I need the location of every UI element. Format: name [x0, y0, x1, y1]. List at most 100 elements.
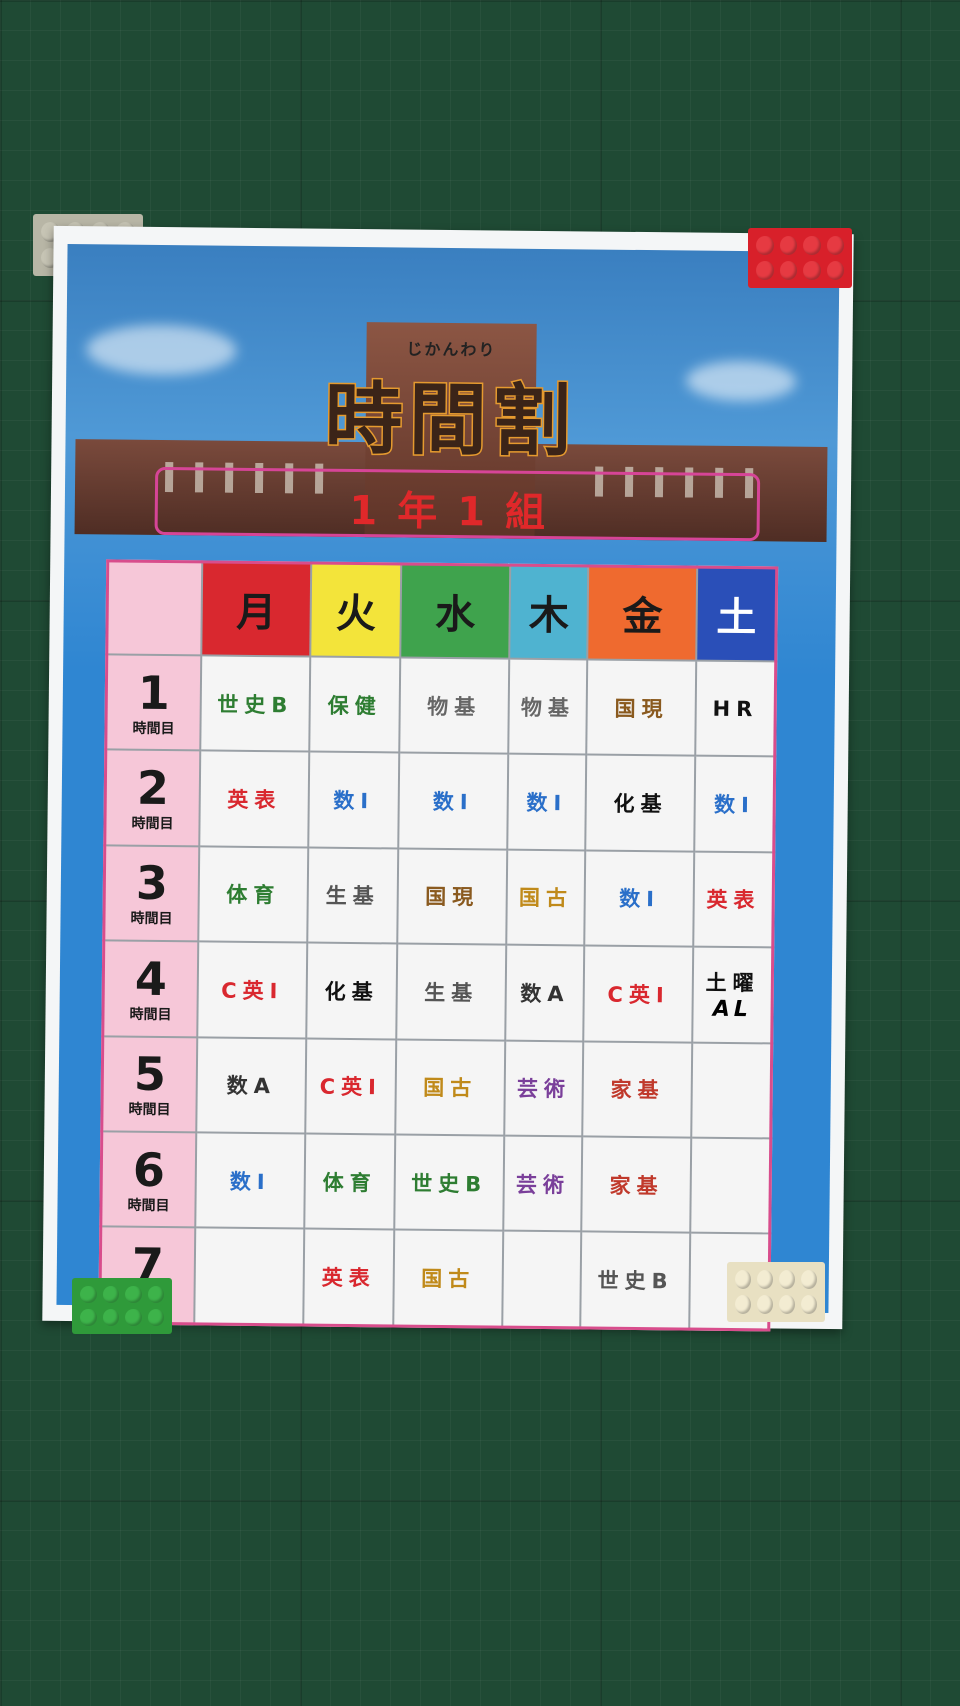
subject-cell: 物基: [399, 657, 510, 754]
subject-name: 生基: [325, 884, 380, 909]
subject-name: 物基: [427, 694, 482, 719]
subject-cell: C英I: [305, 1038, 397, 1135]
subject-cell: 土曜 AL: [692, 946, 773, 1043]
day-header: 水: [400, 563, 511, 659]
subject-name: [693, 1090, 770, 1091]
subject-name: 国古: [421, 1266, 476, 1292]
day-header: 月: [201, 561, 312, 657]
subject-name: 数I: [526, 790, 568, 816]
poster-background: じかんわり 時間割 1年1組 月 火 水 木 金 土 1 時間目 世史B 保健 物基 物基…: [56, 243, 840, 1332]
period-label: 2 時間目: [104, 749, 201, 847]
subject-name: 家基: [610, 1077, 665, 1103]
subject-cell: 生基: [396, 943, 507, 1041]
subject-cell: 世史B: [580, 1231, 691, 1330]
subject-cell: 数I: [507, 753, 587, 851]
period-label: 4 時間目: [102, 940, 199, 1037]
timetable: 月 火 水 木 金 土 1 時間目 世史B 保健 物基 物基 国現 HR 2 時間目 英表 数I 数I 数…: [98, 559, 779, 1332]
subject-cell: 体育: [198, 846, 309, 943]
subject-cell: 生基: [307, 847, 399, 944]
subject-cell: 保健: [309, 656, 401, 753]
subject-cell: 数I: [308, 751, 400, 849]
subject-name: 数I: [229, 1169, 271, 1194]
subject-name: 家基: [609, 1173, 664, 1198]
subject-cell: [194, 1227, 305, 1326]
subject-name: 国古: [518, 886, 574, 911]
subject-cell: C英I: [197, 941, 308, 1039]
subject-name: 保健: [327, 693, 382, 718]
day-header: 土: [696, 567, 777, 662]
period-number: 3: [135, 856, 169, 911]
subject-cell: 国古: [395, 1039, 506, 1136]
subject-name: 数A: [520, 981, 570, 1007]
subject-cell: 芸術: [503, 1135, 583, 1232]
subject-cell: 数I: [584, 850, 695, 947]
day-header: 金: [587, 565, 698, 661]
subject-cell: C英I: [583, 945, 694, 1043]
subject-name: 数I: [333, 788, 375, 814]
period-row: 2 時間目 英表 数I 数I 数I 化基 数I: [104, 749, 775, 853]
subject-cell: 国古: [393, 1229, 504, 1328]
period-suffix: 時間目: [130, 911, 173, 928]
class-label-box: 1年1組: [154, 466, 761, 542]
subject-cell: 国現: [397, 848, 508, 945]
period-number: 6: [132, 1142, 166, 1197]
period-label: 6 時間目: [100, 1131, 197, 1228]
period-row: 4 時間目 C英I 化基 生基 数A C英I 土曜 AL: [102, 940, 773, 1043]
period-number: 2: [136, 760, 170, 816]
subject-cell: 国現: [586, 659, 697, 756]
subject-name: C英I: [319, 1074, 382, 1100]
subject-name: 化基: [613, 791, 668, 817]
subject-name: [692, 1185, 769, 1186]
subject-cell: [690, 1137, 771, 1234]
period-row: 7時間目英表国古世史B: [99, 1226, 770, 1330]
subject-name: 国現: [614, 696, 669, 721]
subject-name: 国現: [425, 885, 480, 910]
subject-cell: 数I: [398, 752, 509, 850]
subject-name: [196, 1276, 303, 1277]
period-suffix: 時間目: [131, 815, 174, 833]
period-row: 3 時間目 体育 生基 国現 国古 数I 英表: [103, 845, 774, 948]
subject-name: C英I: [607, 982, 670, 1008]
period-suffix: 時間目: [132, 720, 175, 737]
day-header: 火: [310, 563, 402, 658]
subject-name: 英表: [227, 787, 282, 813]
subject-name: HR: [712, 696, 759, 721]
subject-name: 世史B: [597, 1268, 674, 1294]
subject-cell: [691, 1042, 772, 1139]
day-header: 木: [509, 565, 589, 660]
subject-name: 芸術: [515, 1172, 571, 1197]
period-row: 1 時間目 世史B 保健 物基 物基 国現 HR: [105, 654, 776, 757]
period-suffix: 時間目: [128, 1101, 171, 1119]
subject-name: 数I: [619, 887, 661, 912]
subject-name: 体育: [226, 883, 281, 908]
class-label: 1年1組: [349, 487, 566, 537]
subject-cell: 芸術: [504, 1040, 584, 1137]
period-row: 5 時間目 数A C英I 国古 芸術 家基: [101, 1035, 772, 1139]
subject-cell: 数I: [195, 1132, 306, 1229]
header-corner: [106, 560, 203, 656]
subject-cell: 物基: [508, 658, 588, 755]
subject-cell: 英表: [693, 851, 774, 948]
subject-name: 英表: [321, 1265, 376, 1291]
subject-name: [504, 1279, 580, 1280]
period-number: 1: [137, 665, 171, 720]
timetable-poster: じかんわり 時間割 1年1組 月 火 水 木 金 土 1 時間目 世史B 保健 物基 物基…: [42, 225, 854, 1332]
subject-name: 化基: [324, 979, 379, 1005]
cream-lego-brick: [727, 1262, 825, 1322]
period-label: 1 時間目: [105, 654, 202, 751]
subject-name: 世史B: [411, 1171, 488, 1197]
subject-cell: 世史B: [394, 1134, 505, 1231]
subject-cell: 家基: [581, 1136, 692, 1233]
active-learning-label: AL: [712, 997, 752, 1023]
poster-title: 時間割: [323, 373, 579, 469]
subject-name: 芸術: [516, 1076, 572, 1102]
subject-name: 数I: [432, 789, 474, 815]
period-suffix: 時間目: [129, 1006, 172, 1023]
subject-cell: 世史B: [200, 655, 311, 752]
subject-cell: 体育: [304, 1133, 396, 1230]
period-label: 3 時間目: [103, 845, 200, 942]
subject-cell: 化基: [585, 754, 696, 852]
subject-cell: HR: [695, 660, 776, 757]
subject-name: 体育: [322, 1170, 377, 1195]
subject-cell: 英表: [199, 750, 310, 848]
